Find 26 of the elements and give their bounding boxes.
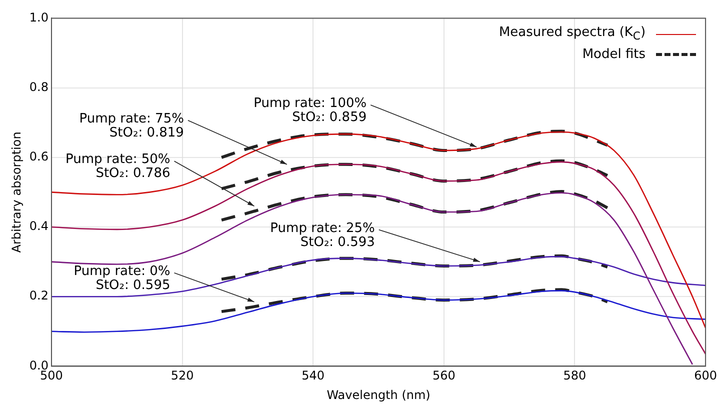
x-axis-title: Wavelength (nm) bbox=[326, 388, 430, 402]
line-series bbox=[51, 192, 694, 366]
x-tick-label: 600 bbox=[694, 368, 717, 383]
y-tick-label: 0.8 bbox=[29, 80, 48, 94]
x-tick-label: 540 bbox=[302, 368, 325, 383]
y-tick-label: 0.6 bbox=[29, 150, 48, 164]
y-tick-label: 0.2 bbox=[29, 288, 48, 303]
legend-label: Model fits bbox=[582, 46, 646, 62]
y-tick-label: 1.0 bbox=[29, 10, 48, 24]
annotation: Pump rate: 75% StO₂: 0.819 bbox=[79, 111, 184, 140]
x-tick-label: 520 bbox=[170, 368, 194, 383]
x-tick-label: 580 bbox=[563, 368, 586, 383]
legend-label: Measured spectra (K$_{C}$) bbox=[498, 25, 646, 43]
line-series bbox=[51, 256, 706, 298]
line-series bbox=[51, 290, 706, 333]
y-axis-title: Arbitrary absorption bbox=[9, 132, 24, 253]
annotation: Pump rate: 50% StO₂: 0.786 bbox=[66, 152, 170, 182]
annotation: Pump rate: 0% StO₂: 0.595 bbox=[74, 264, 170, 293]
x-tick-label: 560 bbox=[432, 368, 456, 383]
x-tick-label: 500 bbox=[40, 368, 63, 383]
y-tick-label: 0.4 bbox=[29, 219, 48, 234]
annotation: Pump rate: 100% StO₂: 0.859 bbox=[254, 96, 367, 125]
line-series bbox=[220, 254, 609, 281]
annotation: Pump rate: 25% StO₂: 0.593 bbox=[270, 220, 375, 250]
line-series bbox=[220, 288, 609, 314]
line-series bbox=[220, 190, 609, 222]
